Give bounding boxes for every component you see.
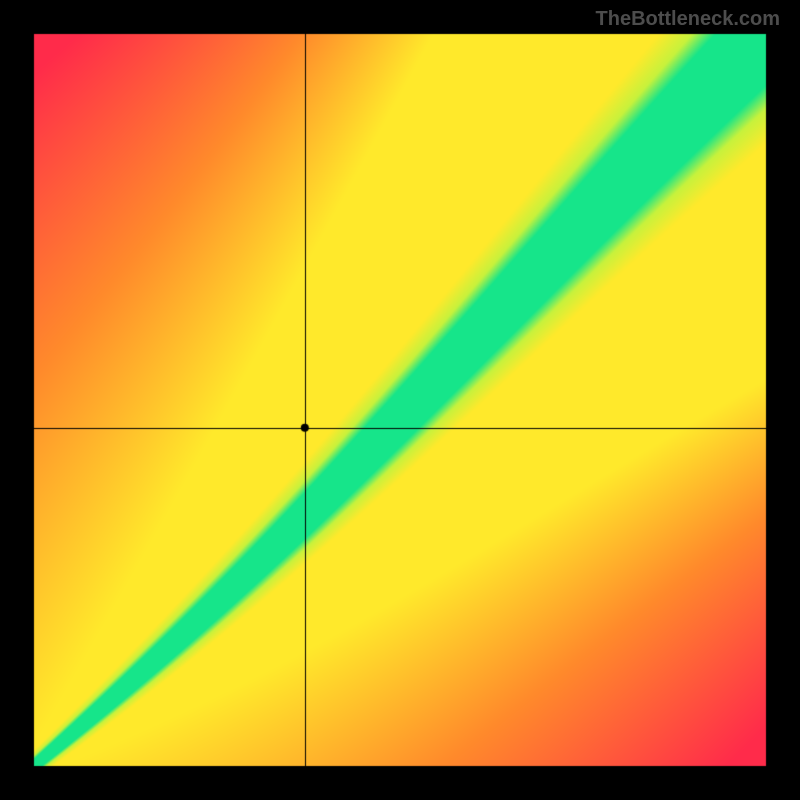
bottleneck-heatmap [0,0,800,800]
watermark: TheBottleneck.com [596,8,780,31]
